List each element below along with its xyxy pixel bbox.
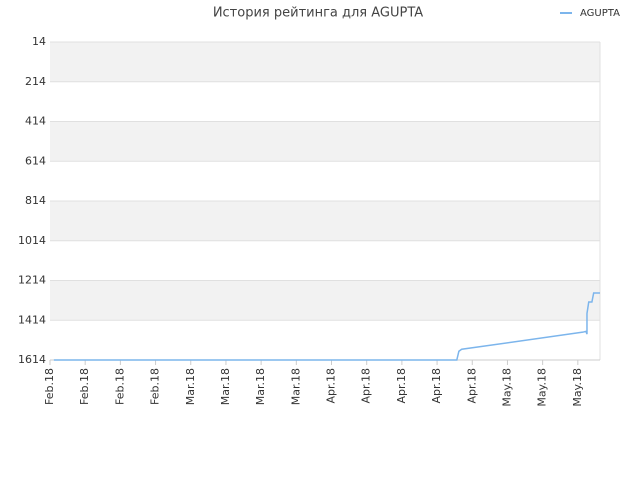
plot-band <box>50 201 600 241</box>
y-tick-label: 814 <box>25 194 46 207</box>
x-tick-label: May.18 <box>500 368 513 407</box>
legend-label: AGUPTA <box>580 8 620 19</box>
x-tick-label: Mar.18 <box>184 368 197 405</box>
plot-band <box>50 280 600 321</box>
y-tick-label: 1614 <box>18 353 46 366</box>
y-tick-label: 414 <box>25 115 46 128</box>
series-line <box>53 292 600 361</box>
x-tick-label: Apr.18 <box>465 368 478 404</box>
y-tick-label: 1414 <box>18 313 46 326</box>
plot-band <box>50 121 600 162</box>
x-tick-label: Apr.18 <box>430 368 443 404</box>
x-tick-label: Feb.18 <box>149 368 162 405</box>
x-tick-label: Feb.18 <box>78 368 91 405</box>
x-tick-label: Mar.18 <box>254 368 267 405</box>
x-tick-label: Apr.18 <box>395 368 408 404</box>
y-tick-label: 214 <box>25 75 46 88</box>
x-tick-label: Mar.18 <box>219 368 232 405</box>
x-tick-label: Mar.18 <box>289 368 302 405</box>
y-tick-label: 1214 <box>18 274 46 287</box>
y-tick-label: 14 <box>32 35 46 48</box>
chart-title: История рейтинга для AGUPTA <box>213 6 423 21</box>
x-tick-label: Apr.18 <box>360 368 373 404</box>
x-tick-label: May.18 <box>536 368 549 407</box>
y-tick-label: 614 <box>25 154 46 167</box>
x-tick-label: Feb.18 <box>113 368 126 405</box>
plot-band <box>50 42 600 82</box>
x-tick-label: Feb.18 <box>43 368 56 405</box>
y-tick-label: 1014 <box>18 234 46 247</box>
x-tick-label: Apr.18 <box>325 368 338 404</box>
x-tick-label: May.18 <box>571 368 584 407</box>
